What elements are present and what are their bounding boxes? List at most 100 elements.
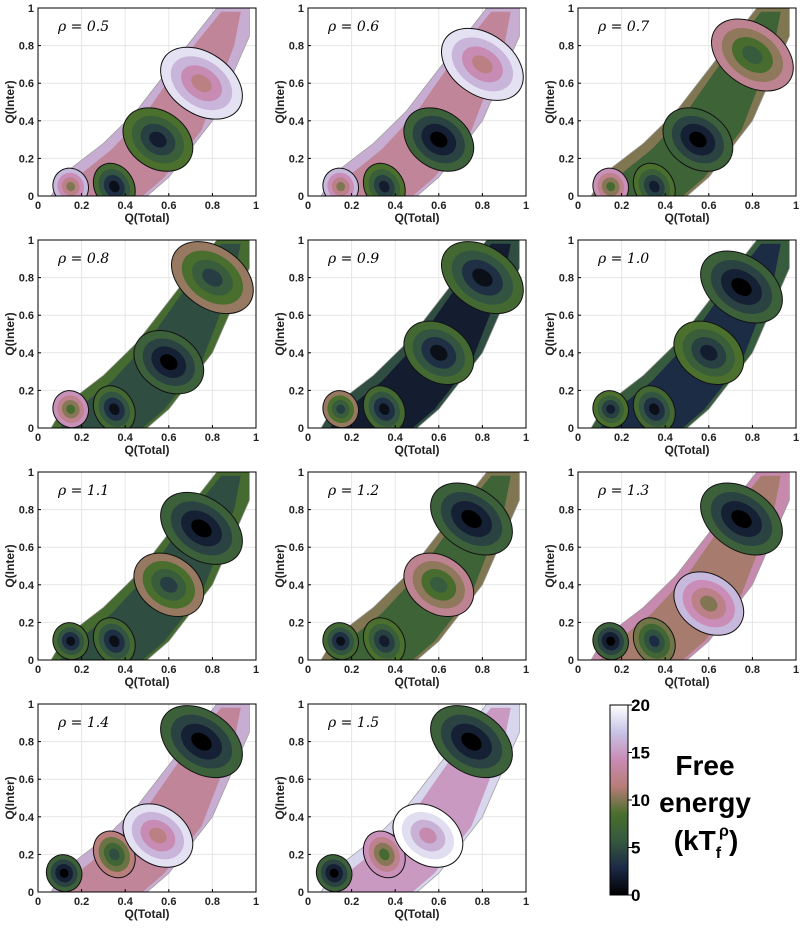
y-tick-label: 0.8 — [559, 505, 574, 517]
y-tick-label: 0.2 — [19, 849, 34, 861]
x-tick-label: 0.2 — [344, 200, 359, 212]
basin-contour — [202, 268, 223, 287]
y-tick-label: 0.6 — [559, 542, 574, 554]
x-tick-label: 0.8 — [475, 896, 490, 908]
x-tick-label: 0.8 — [205, 896, 220, 908]
basin-contour — [379, 403, 390, 416]
basin-contour — [160, 354, 178, 371]
basin-contour — [66, 181, 76, 192]
y-tick-label: 0 — [298, 191, 304, 203]
basin-contour — [191, 519, 212, 538]
y-tick-label: 1 — [298, 235, 304, 247]
y-tick-label: 0.6 — [289, 542, 304, 554]
x-tick-label: 0.6 — [161, 432, 176, 444]
x-tick-label: 0.8 — [475, 432, 490, 444]
basin-contour — [419, 827, 437, 844]
colorbar-tick-label: 0 — [631, 886, 640, 905]
colorbar-scale — [609, 704, 629, 896]
colorbar-unit-sub: f — [716, 845, 722, 862]
y-tick-label: 1 — [28, 235, 34, 247]
axes-box — [37, 471, 257, 661]
colorbar-unit-close: ) — [729, 825, 738, 856]
basin-contour — [649, 635, 660, 648]
axes-box — [307, 703, 527, 893]
basin-contour — [66, 404, 76, 414]
y-tick-label: 0.4 — [289, 812, 305, 824]
x-tick-label: 0.6 — [701, 664, 716, 676]
basin-contour — [606, 181, 616, 192]
colorbar-tick-label: 15 — [631, 744, 650, 763]
x-tick-label: 0.2 — [74, 200, 89, 212]
colorbar-tick-label: 10 — [631, 791, 650, 810]
y-tick-label: 0.8 — [289, 505, 304, 517]
x-tick-label: 0.8 — [475, 200, 490, 212]
basin-contour — [742, 46, 763, 64]
x-tick-label: 0.2 — [344, 896, 359, 908]
x-tick-label: 0.4 — [658, 664, 674, 676]
x-tick-label: 0.4 — [388, 664, 404, 676]
basin-contour — [472, 55, 493, 74]
basin-contour — [606, 636, 616, 646]
panels: 0 0.2 0.4 0.6 0.8 100.20.40.60.81Q(Total)Q(In… — [3, 3, 799, 921]
y-tick-label: 0.8 — [19, 737, 34, 749]
x-tick-label: 0 — [35, 200, 41, 212]
panel-rho-label: ρ = 0.6 — [327, 19, 379, 35]
axes-box — [577, 7, 797, 197]
y-tick-label: 0 — [28, 423, 34, 435]
y-tick-label: 0.2 — [19, 617, 34, 629]
basin-contour — [430, 344, 448, 361]
free-energy-map — [590, 472, 790, 660]
y-tick-label: 0.4 — [559, 348, 575, 360]
basin-contour — [379, 635, 390, 648]
y-axis-label: Q(Inter) — [543, 80, 557, 123]
y-tick-label: 0.8 — [289, 273, 304, 285]
colorbar-label-line-1: Free — [675, 750, 734, 781]
y-tick-label: 1 — [28, 3, 34, 15]
free-energy-map — [590, 240, 790, 428]
x-axis-label: Q(Total) — [124, 211, 169, 225]
colorbar-label-unit: (kTfρ) — [674, 823, 739, 862]
x-tick-label: 0 — [305, 200, 311, 212]
y-tick-label: 0.6 — [289, 774, 304, 786]
free-energy-map — [590, 8, 794, 196]
x-tick-label: 0.2 — [344, 432, 359, 444]
x-tick-label: 1 — [253, 896, 259, 908]
axes-box — [37, 703, 257, 893]
x-tick-label: 0.6 — [161, 664, 176, 676]
colorbar-unit-base: (kT — [674, 825, 716, 856]
x-tick-label: 0.4 — [118, 200, 134, 212]
colorbar-label-line-2: energy — [659, 787, 751, 818]
y-axis-label: Q(Inter) — [3, 312, 17, 355]
y-tick-label: 0.2 — [559, 617, 574, 629]
x-axis-label: Q(Total) — [664, 675, 709, 689]
y-tick-label: 0.2 — [559, 385, 574, 397]
y-axis-label: Q(Inter) — [3, 776, 17, 819]
y-axis-label: Q(Inter) — [273, 544, 287, 587]
x-tick-label: 0.2 — [614, 200, 629, 212]
axes-box — [307, 471, 527, 661]
basin-contour — [59, 868, 69, 878]
y-tick-label: 0.6 — [559, 310, 574, 322]
basin-contour — [336, 181, 346, 192]
axes-box — [577, 471, 797, 661]
x-axis-label: Q(Total) — [394, 907, 439, 921]
basin-contour — [379, 180, 390, 193]
basin-contour — [109, 180, 120, 193]
basin-contour — [461, 510, 482, 528]
x-tick-label: 0 — [305, 664, 311, 676]
axes-box — [307, 7, 527, 197]
x-tick-label: 0.2 — [74, 664, 89, 676]
x-axis-label: Q(Total) — [394, 443, 439, 457]
colorbar-tick-label: 20 — [631, 696, 650, 715]
x-axis-label: Q(Total) — [124, 907, 169, 921]
x-tick-label: 0.6 — [701, 200, 716, 212]
x-tick-label: 0.4 — [388, 432, 404, 444]
x-tick-label: 0 — [575, 664, 581, 676]
panel-rho-label: ρ = 1.2 — [327, 483, 379, 499]
y-tick-label: 0.8 — [19, 273, 34, 285]
panel-rho-label: ρ = 1.5 — [327, 715, 379, 731]
y-axis-label: Q(Inter) — [273, 80, 287, 123]
x-tick-label: 1 — [253, 200, 259, 212]
y-tick-label: 0 — [298, 423, 304, 435]
